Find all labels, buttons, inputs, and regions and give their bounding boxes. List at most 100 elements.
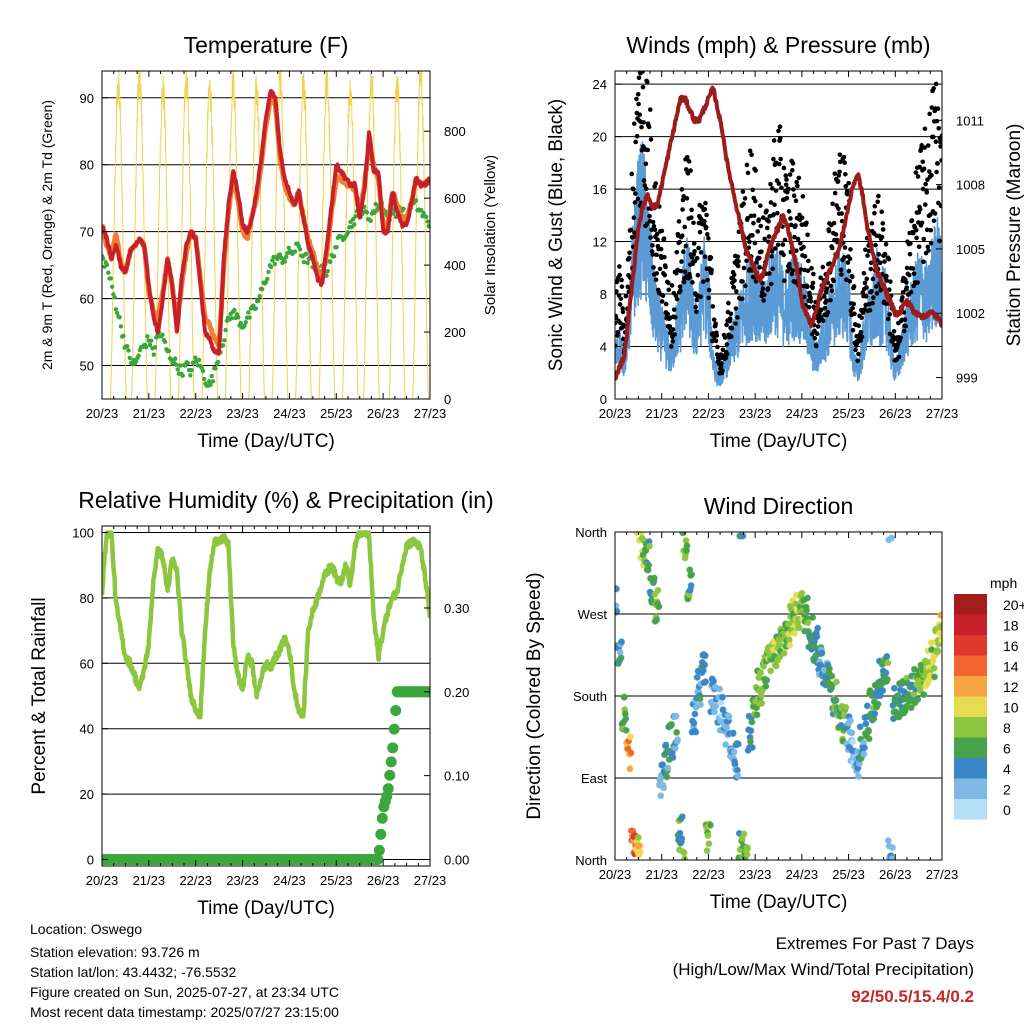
legend-swatch (954, 696, 987, 717)
dewpoint-point (304, 251, 309, 257)
gust-point (811, 271, 816, 277)
info-latlon: Station lat/lon: 43.4432; -76.5532 (30, 964, 237, 980)
winds-y-ticks: 0 4 8 12 16 20 24 (593, 77, 621, 407)
gust-point (747, 239, 752, 245)
gust-point (910, 266, 916, 271)
gust-point (828, 283, 834, 289)
temperature-y2-ticks: 0 200 400 600 800 (424, 124, 466, 407)
gust-point (757, 265, 762, 270)
wind-direction-point (678, 813, 686, 821)
gust-point (615, 289, 619, 294)
gust-point (813, 343, 819, 349)
gust-point (798, 241, 803, 246)
gust-point (644, 221, 650, 227)
gust-point (809, 331, 815, 337)
wind-direction-point (653, 616, 661, 624)
temperature-title: Temperature (F) (184, 32, 349, 58)
gust-point (653, 181, 658, 186)
wind-direction-point (937, 622, 942, 630)
gust-point (702, 206, 708, 212)
gust-point (864, 276, 870, 282)
gust-point (703, 224, 709, 230)
gust-point (929, 172, 934, 178)
dewpoint-point (210, 379, 216, 384)
gust-point (781, 165, 787, 171)
y-tick-label: 80 (80, 158, 94, 173)
gust-point (766, 219, 771, 224)
gust-point (709, 267, 714, 273)
gust-point (873, 242, 878, 248)
x-tick-label: 21/23 (645, 406, 678, 421)
gust-point (700, 279, 706, 284)
dewpoint-point (232, 307, 237, 313)
humidity-x-axis-label: Time (Day/UTC) (197, 898, 335, 919)
dewpoint-point (125, 343, 130, 349)
wind-direction-point (722, 741, 730, 749)
gust-point (647, 213, 652, 219)
gust-point (829, 288, 835, 294)
wind-direction-point (937, 611, 942, 619)
gust-point (704, 232, 710, 237)
gust-point (858, 329, 864, 335)
legend-swatch (954, 758, 987, 779)
wind-direction-point (705, 840, 713, 848)
dewpoint-point (282, 259, 288, 264)
y2-tick-label: 1011 (956, 113, 984, 128)
humidity-plot-area (102, 530, 430, 865)
temperature-y-ticks: 50 60 70 80 90 (80, 91, 108, 374)
dewpoint-point (352, 222, 357, 227)
gust-point (615, 278, 620, 284)
gust-point (631, 186, 636, 192)
gust-point (749, 152, 754, 157)
gust-point (787, 261, 792, 267)
gust-point (863, 294, 869, 299)
dewpoint-point (238, 320, 243, 326)
gust-point (636, 101, 641, 107)
gust-point (731, 272, 737, 278)
gust-point (805, 258, 811, 264)
gust-point (917, 164, 923, 170)
wind-direction-point (883, 652, 891, 660)
dewpoint-point (145, 334, 150, 339)
temperature-plot-area (102, 71, 430, 399)
gust-point (808, 295, 813, 301)
gust-point (698, 250, 704, 255)
legend-swatch (954, 635, 987, 656)
direction-y-axis-label: Direction (Colored By Speed) (524, 572, 545, 819)
gust-point (804, 220, 809, 226)
gust-point (706, 236, 711, 241)
gust-point (847, 256, 853, 262)
gust-point (694, 309, 699, 315)
gust-point (745, 170, 751, 176)
wind-direction-point (772, 662, 780, 670)
gust-point (788, 216, 793, 221)
gust-point (758, 203, 763, 208)
gust-point (650, 219, 656, 225)
gust-point (818, 275, 823, 281)
gust-point (936, 185, 942, 190)
wind-direction-point (842, 703, 850, 711)
wind-direction-point (663, 773, 671, 781)
dewpoint-point (297, 247, 303, 252)
gust-point (843, 171, 848, 177)
gust-point (911, 271, 917, 277)
gust-point (661, 236, 667, 241)
gust-point (927, 111, 932, 117)
gust-point (794, 179, 799, 185)
wind-direction-point (744, 844, 752, 852)
legend-label: 4 (1003, 761, 1011, 777)
gust-point (734, 289, 739, 294)
gust-point (650, 252, 656, 257)
gust-point (846, 268, 852, 274)
gust-point (780, 242, 786, 247)
wind-direction-point (798, 589, 806, 597)
gust-point (869, 221, 875, 226)
gust-point (922, 126, 928, 132)
gust-point (923, 181, 928, 187)
gust-point (830, 201, 835, 207)
gust-point (722, 335, 728, 340)
x-tick-label: 22/23 (692, 867, 725, 882)
legend-title: mph (990, 575, 1017, 591)
gust-point (891, 329, 897, 334)
gust-point (698, 294, 704, 300)
